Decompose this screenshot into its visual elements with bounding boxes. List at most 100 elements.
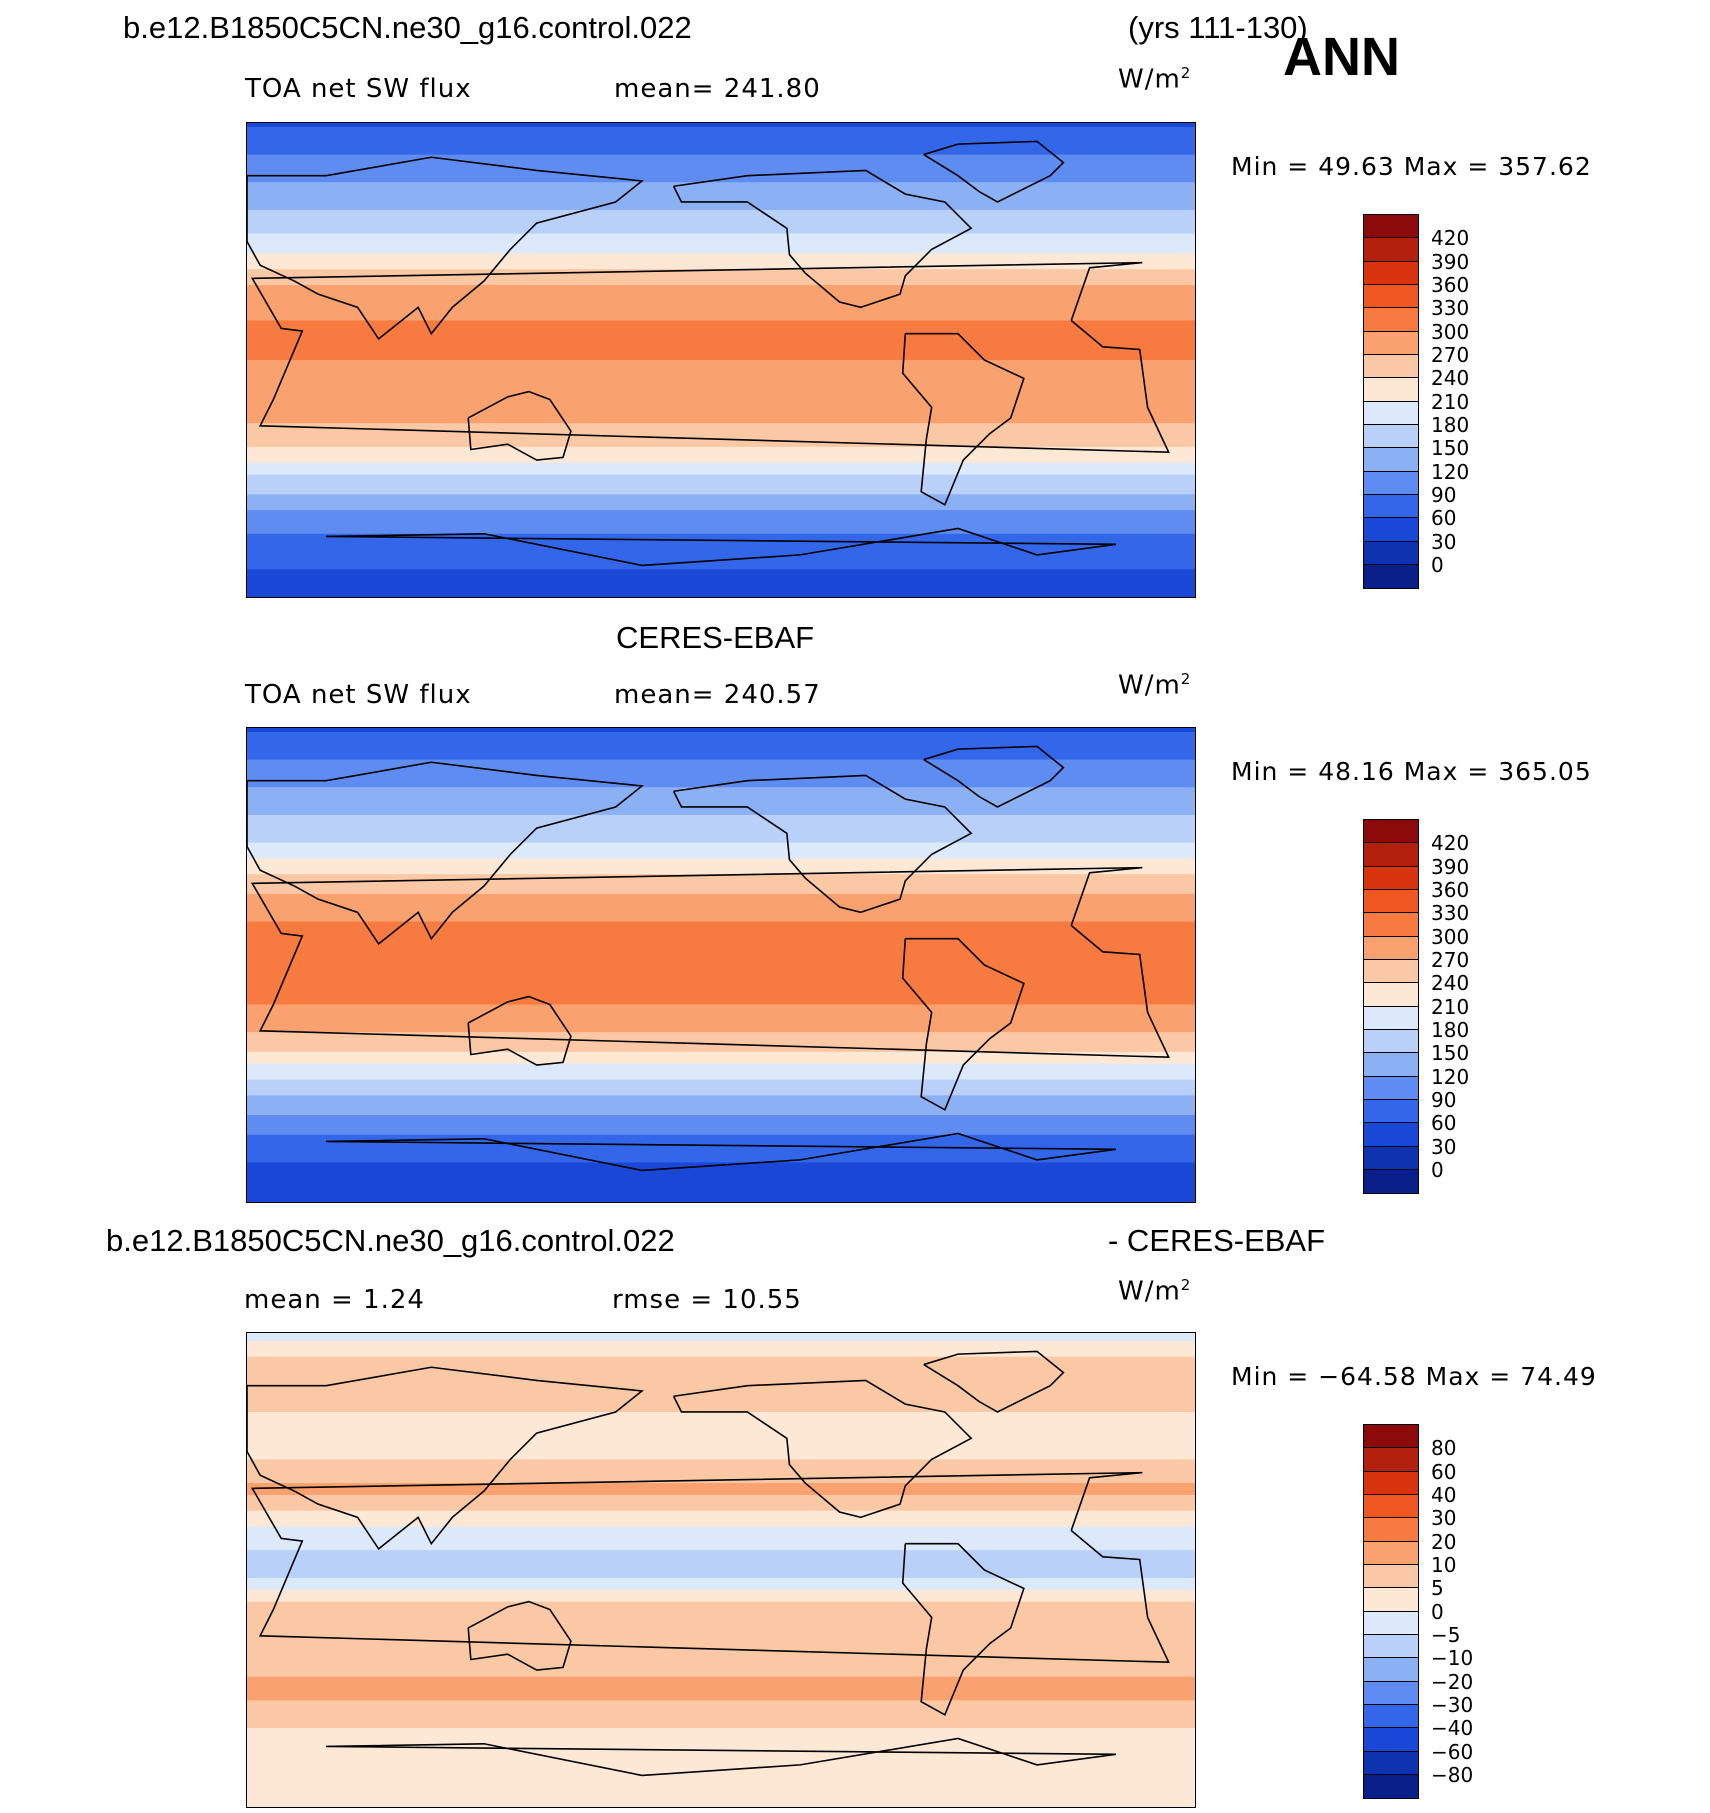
contour-band <box>247 573 1195 578</box>
contour-band <box>247 1637 1195 1642</box>
contour-band <box>247 565 1195 570</box>
contour-band <box>247 775 1195 780</box>
contour-band <box>247 1075 1195 1081</box>
contour-band <box>247 225 1195 231</box>
coastline <box>901 1542 1025 1716</box>
colorbar-tick-label: 90 <box>1431 482 1457 507</box>
contour-band <box>247 1067 1195 1073</box>
contour-band <box>247 1079 1195 1085</box>
contour-band <box>247 842 1195 848</box>
contour-band <box>247 585 1195 590</box>
colorbar-tick-label: 360 <box>1431 272 1470 297</box>
contour-band <box>247 1344 1195 1350</box>
colorbar-swatch <box>1364 1099 1418 1124</box>
contour-band <box>247 1020 1195 1025</box>
contour-band <box>247 886 1195 891</box>
contour-band <box>247 1119 1195 1124</box>
contour-band <box>247 1372 1195 1378</box>
years-label: (yrs 111-130) <box>1128 10 1308 45</box>
contour-band <box>247 249 1195 254</box>
colorbar-swatch <box>1364 1425 1418 1449</box>
contour-band <box>247 1605 1195 1611</box>
colorbar-swatch <box>1364 1076 1418 1100</box>
coastline <box>247 761 644 946</box>
coastline <box>467 390 572 461</box>
colorbar-tick-label: 0 <box>1431 1157 1444 1182</box>
contour-band <box>247 375 1195 381</box>
contour-band <box>247 1656 1195 1662</box>
contour-band <box>247 1621 1195 1626</box>
contour-band <box>247 1174 1195 1179</box>
contour-band <box>247 1095 1195 1100</box>
colorbar-swatch <box>1364 284 1418 309</box>
colorbar-swatch <box>1364 1006 1418 1030</box>
contour-band <box>247 395 1195 401</box>
colorbar-tick-label: 420 <box>1431 831 1470 856</box>
contour-band <box>247 799 1195 804</box>
contour-band <box>247 1396 1195 1401</box>
contour-band <box>247 182 1195 187</box>
contour-band <box>247 1107 1195 1112</box>
contour-band <box>247 854 1195 859</box>
contour-band <box>247 1087 1195 1093</box>
contour-band <box>247 1526 1195 1532</box>
colorbar-tick-label: 270 <box>1431 342 1470 367</box>
colorbar-tick-label: 120 <box>1431 459 1470 484</box>
contour-band <box>247 980 1195 986</box>
panel1-map <box>246 122 1196 598</box>
contour-band <box>247 1388 1195 1393</box>
contour-band <box>247 1629 1195 1634</box>
contour-band <box>247 1182 1195 1187</box>
contour-band <box>247 348 1195 353</box>
contour-band <box>247 518 1195 523</box>
coastline <box>247 156 644 341</box>
colorbar-tick-label: 330 <box>1431 901 1470 926</box>
contour-band <box>247 759 1195 765</box>
contour-band <box>247 1071 1195 1077</box>
colorbar-tick-label: 60 <box>1431 1459 1457 1484</box>
colorbar-swatch <box>1364 1053 1418 1077</box>
contour-band <box>247 953 1195 958</box>
contour-band <box>247 553 1195 559</box>
contour-band <box>247 1435 1195 1441</box>
contour-band <box>247 925 1195 931</box>
colorbar-swatch <box>1364 1518 1418 1542</box>
contour-band <box>247 818 1195 824</box>
contour-band <box>247 1700 1195 1705</box>
coastline <box>901 332 1025 506</box>
contour-band <box>247 1708 1195 1713</box>
contour-band <box>247 1763 1195 1769</box>
contour-band <box>247 779 1195 784</box>
contour-band <box>247 1012 1195 1017</box>
contour-band <box>247 1688 1195 1694</box>
colorbar-tick-label: 240 <box>1431 366 1470 391</box>
colorbar-swatch <box>1364 866 1418 890</box>
contour-band <box>247 810 1195 816</box>
coastline <box>326 1737 1117 1777</box>
contour-band <box>247 1546 1195 1551</box>
contour-band <box>247 1724 1195 1729</box>
contour-band <box>247 533 1195 539</box>
contour-band <box>247 909 1195 915</box>
contour-band <box>247 1570 1195 1575</box>
contour-band <box>247 446 1195 452</box>
contour-band <box>247 525 1195 531</box>
panel2-mean-label: mean= 240.57 <box>614 680 821 710</box>
contour-band <box>247 506 1195 511</box>
colorbar-tick-label: 90 <box>1431 1087 1457 1112</box>
colorbar-swatch <box>1364 308 1418 332</box>
contour-band <box>247 1138 1195 1144</box>
colorbar-swatch <box>1364 1471 1418 1495</box>
contour-band <box>247 300 1195 306</box>
colorbar-swatch <box>1364 518 1418 542</box>
contour-band <box>247 992 1195 998</box>
contour-band <box>247 822 1195 828</box>
coastline <box>901 937 1025 1111</box>
colorbar-tick-label: 360 <box>1431 877 1470 902</box>
colorbar-tick-label: −60 <box>1431 1739 1474 1764</box>
contour-band <box>247 138 1195 144</box>
contour-band <box>247 162 1195 168</box>
contour-band <box>247 1451 1195 1457</box>
contour-band <box>247 1483 1195 1488</box>
colorbar-tick-label: 30 <box>1431 529 1457 554</box>
